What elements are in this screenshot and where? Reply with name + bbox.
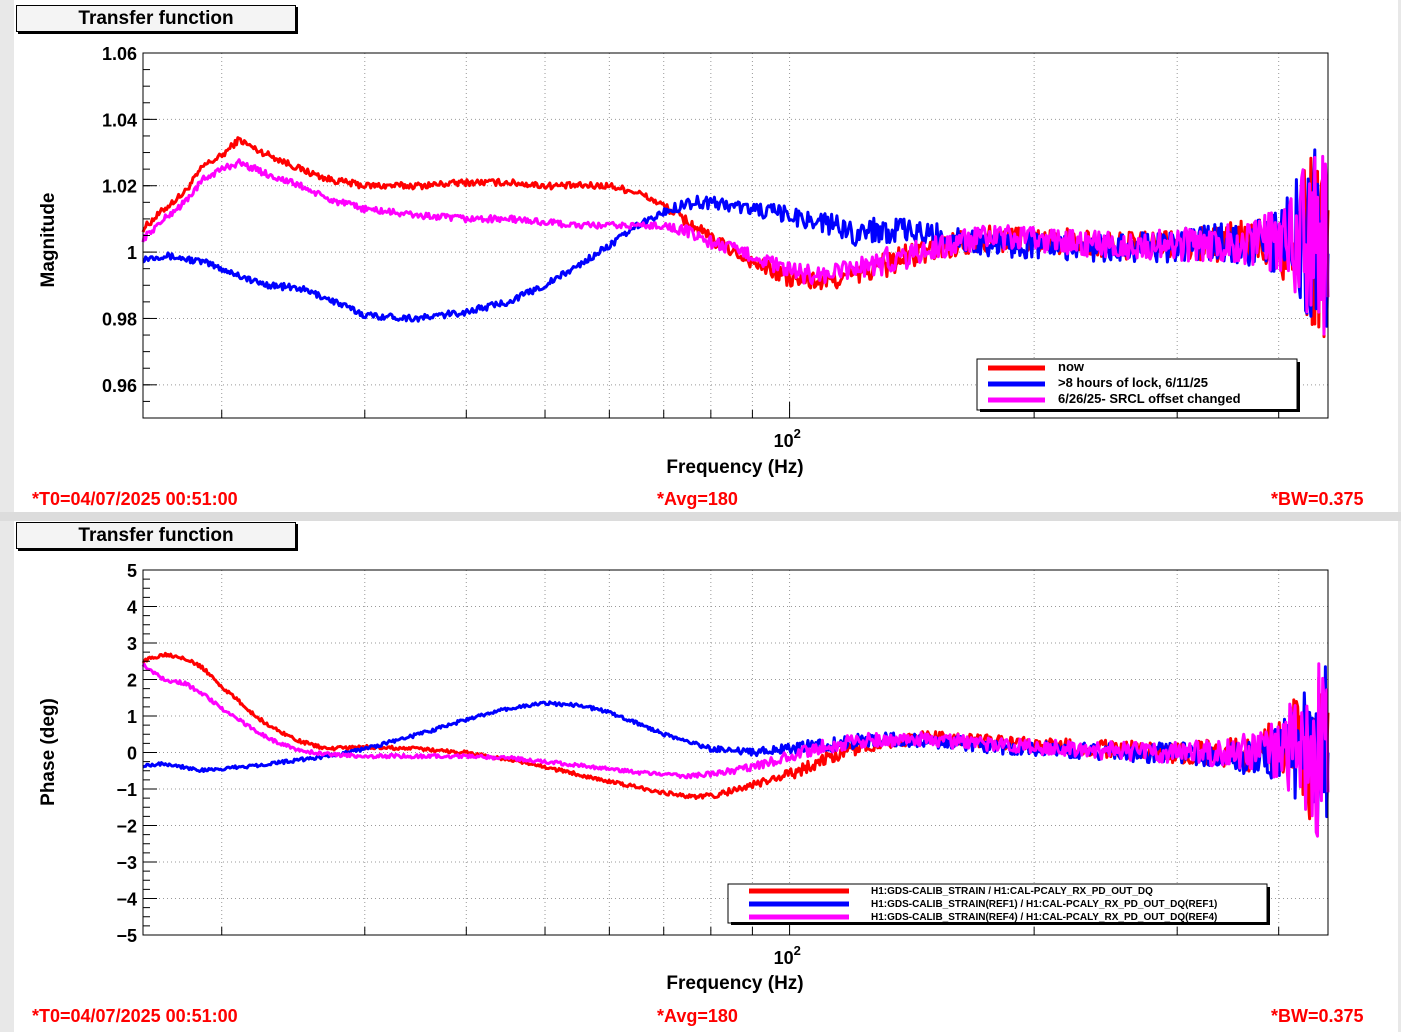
legend-label: now [1058, 359, 1085, 374]
y-tick-label: 1 [127, 243, 137, 263]
y-tick-label: 3 [127, 634, 137, 654]
panel-separator [0, 512, 1401, 521]
t0-label: *T0=04/07/2025 00:51:00 [32, 489, 238, 509]
y-tick-label: 1.04 [102, 110, 137, 130]
legend-label: H1:GDS-CALIB_STRAIN / H1:CAL-PCALY_RX_PD… [871, 886, 1153, 897]
series-line-magenta [141, 154, 1330, 336]
bw-label: *BW=0.375 [1271, 1006, 1364, 1026]
y-tick-label: 1 [127, 707, 137, 727]
y-tick-label: −3 [116, 853, 137, 873]
y-axis-label: Magnitude [38, 193, 59, 288]
y-tick-label: 0 [127, 744, 137, 764]
series-line-magenta [141, 662, 1330, 838]
t0-label: *T0=04/07/2025 00:51:00 [32, 1006, 238, 1026]
legend: H1:GDS-CALIB_STRAIN / H1:CAL-PCALY_RX_PD… [727, 883, 1270, 925]
legend-label: 6/26/25- SRCL offset changed [1058, 391, 1241, 406]
x-tick-label-exponent: 2 [794, 943, 801, 958]
y-tick-label: −2 [116, 817, 137, 837]
x-axis-label: Frequency (Hz) [666, 457, 803, 478]
series-line-red [141, 136, 1330, 339]
panel-title: Transfer function [16, 522, 296, 549]
y-tick-label: 0.98 [102, 309, 137, 329]
y-tick-label: 2 [127, 671, 137, 691]
phase-panel: Transfer function −5 −4 −3 −2 −1 0 1 2 3 4 5 10 2 Ph… [14, 522, 1398, 1027]
x-tick-label: 10 [774, 948, 794, 968]
legend-label: >8 hours of lock, 6/11/25 [1058, 375, 1208, 390]
x-axis-label: Frequency (Hz) [666, 973, 803, 994]
legend: now >8 hours of lock, 6/11/25 6/26/25- S… [976, 358, 1300, 412]
panel-title: Transfer function [16, 5, 296, 32]
y-tick-label: 4 [127, 598, 137, 618]
y-tick-label: 1.06 [102, 44, 137, 64]
y-tick-label: −4 [116, 890, 137, 910]
magnitude-panel: Transfer function 0.96 0.98 1 1.02 1.04 1.06 1… [14, 5, 1398, 510]
y-tick-label: 1.02 [102, 177, 137, 197]
y-tick-label: −1 [116, 780, 137, 800]
x-tick-label: 10 [774, 431, 794, 451]
y-tick-label: 0.96 [102, 376, 137, 396]
y-tick-label: 5 [127, 561, 137, 581]
magnitude-chart[interactable]: 0.96 0.98 1 1.02 1.04 1.06 10 2 Magnitude Frequ… [14, 5, 1398, 510]
bw-label: *BW=0.375 [1271, 489, 1364, 509]
legend-label: H1:GDS-CALIB_STRAIN(REF4) / H1:CAL-PCALY… [871, 912, 1217, 923]
x-tick-label-exponent: 2 [794, 426, 801, 441]
y-tick-label: −5 [116, 926, 137, 946]
y-axis-label: Phase (deg) [38, 698, 59, 806]
series-line-red [141, 651, 1330, 821]
avg-label: *Avg=180 [657, 1006, 738, 1026]
legend-label: H1:GDS-CALIB_STRAIN(REF1) / H1:CAL-PCALY… [871, 899, 1217, 910]
avg-label: *Avg=180 [657, 489, 738, 509]
